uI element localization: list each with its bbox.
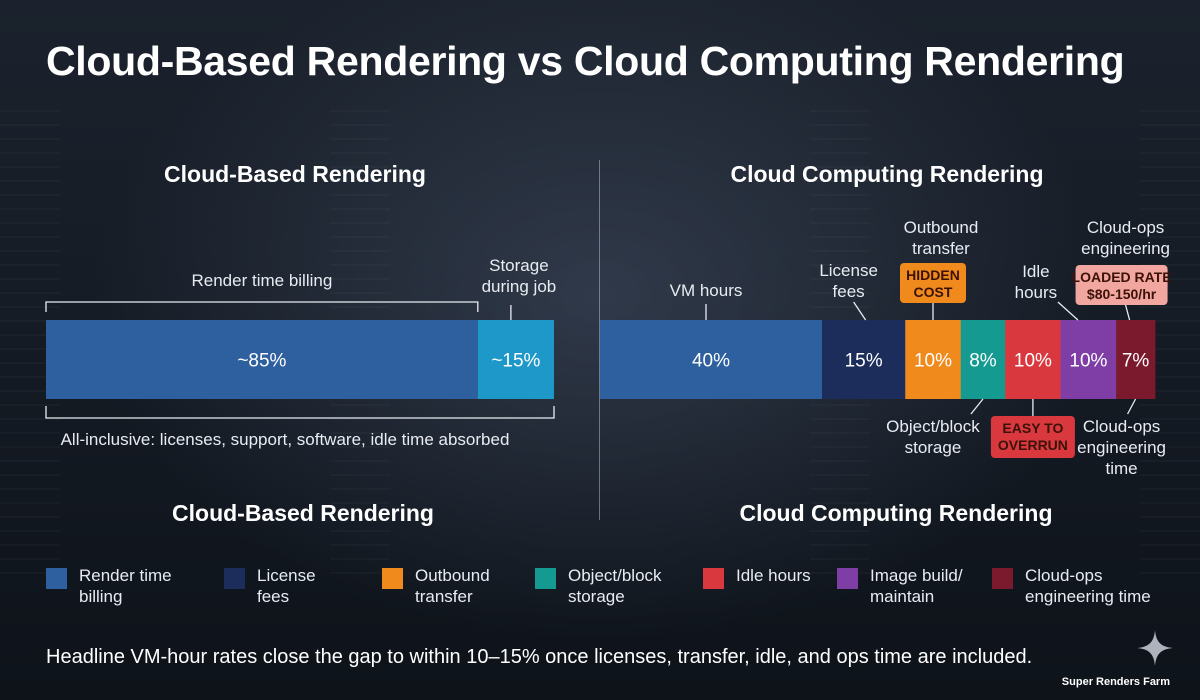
bar-segment-render-time-billing [46,320,478,399]
outbound-transfer-annotation: Outbound transfer [904,218,979,258]
legend-swatch [703,568,724,589]
hidden-cost-callout-text: HIDDEN COST [906,267,960,300]
data-label-vm-hours: 40% [692,351,730,372]
sparkle-logo-icon [1137,630,1173,666]
legend-swatch [535,568,556,589]
cloud-ops-top-annotation: Cloud-ops engineering [1081,218,1170,258]
hidden-cost-callout: HIDDEN COST [900,263,966,303]
legend-swatch [224,568,245,589]
easy-to-overrun-callout: EASY TO OVERRUN [990,416,1075,458]
legend-label: Cloud-ops engineering time [1025,566,1151,606]
cloud-ops-top-leader-line [1124,304,1131,321]
data-label-storage-during-job: ~15% [491,351,540,372]
idle-hours-leader-line [1057,301,1079,321]
legend-item-object-block-storage: Object/block storage [535,565,703,607]
cloud-ops-bottom-annotation: Cloud-ops engineering time [1077,417,1166,478]
legend-swatch [382,568,403,589]
bar-segment-idle-hours [1005,320,1062,399]
data-label-image-build-maintain: 10% [1069,351,1107,372]
object-storage-annotation: Object/block storage [886,417,980,457]
legend-label: Render time billing [79,566,172,606]
right-bottom-title: Cloud Computing Rendering [739,500,1053,526]
bar-segment-object-block-storage [960,320,1006,399]
all-inclusive-bracket [45,406,555,419]
storage-annotation: Storage during job [482,256,557,296]
easy-to-overrun-callout-box [990,416,1075,458]
footnote: Headline VM-hour rates close the gap to … [46,646,1033,668]
hidden-cost-callout-box [900,263,966,303]
legend-label: License fees [257,566,316,606]
bar-segment-outbound-transfer [905,320,962,399]
data-label-license-fees: 15% [845,351,883,372]
bar-segment-storage-during-job [477,320,554,399]
legend-swatch [992,568,1013,589]
legend-item-outbound-transfer: Outbound transfer [382,565,535,607]
left-bottom-title: Cloud-Based Rendering [172,500,434,526]
render-billing-annotation: Render time billing [192,271,333,290]
vm-hours-annotation: VM hours [670,281,743,300]
legend-swatch [837,568,858,589]
page-title: Cloud-Based Rendering vs Cloud Computing… [46,38,1125,84]
loaded-rate-callout-box [1075,265,1168,305]
data-label-cloud-ops-engineering-time: 7% [1122,351,1150,372]
data-label-object-block-storage: 8% [969,351,997,372]
legend-item-render-time-billing: Render time billing [46,565,224,607]
loaded-rate-callout: LOADED RATE $80-150/hr [1072,265,1172,305]
bar-segment-license-fees [822,320,906,399]
legend-label: Idle hours [736,566,811,585]
data-label-idle-hours: 10% [1014,351,1052,372]
object-storage-leader-line [970,398,984,415]
legend-swatch [46,568,67,589]
easy-to-overrun-callout-text: EASY TO OVERRUN [998,420,1068,453]
bar-segment-cloud-ops-engineering-time [1116,320,1156,399]
left-panel-title: Cloud-Based Rendering [164,161,426,187]
legend: Render time billing License fees Outbound … [46,565,1172,607]
legend-item-license-fees: License fees [224,565,382,607]
legend-label: Image build/ maintain [870,566,963,606]
bar-segment-image-build-maintain [1060,320,1117,399]
panel-divider [599,160,600,520]
legend-label: Object/block storage [568,566,662,606]
cloud-ops-bottom-leader-line [1127,398,1137,415]
idle-hours-annotation: Idle hours [1015,262,1058,302]
legend-item-idle-hours: Idle hours [703,565,837,607]
bar-segment-vm-hours [600,320,823,399]
loaded-rate-callout-text: LOADED RATE $80-150/hr [1072,269,1172,302]
stacked-bar-charts: ~85% ~15% Render time billing Storage during… [45,218,1172,478]
legend-item-cloud-ops-engineering-time: Cloud-ops engineering time [992,565,1172,607]
right-panel-title: Cloud Computing Rendering [730,161,1044,187]
brand-name: Super Renders Farm [1061,676,1170,688]
legend-item-image-build-maintain: Image build/ maintain [837,565,992,607]
license-fees-annotation: License fees [819,261,878,301]
license-fees-leader-line [853,301,867,321]
data-label-render-time-billing: ~85% [237,351,286,372]
render-billing-bracket [45,301,479,312]
all-inclusive-annotation: All-inclusive: licenses, support, softwa… [61,430,510,449]
data-label-outbound-transfer: 10% [914,351,952,372]
legend-label: Outbound transfer [415,566,490,606]
